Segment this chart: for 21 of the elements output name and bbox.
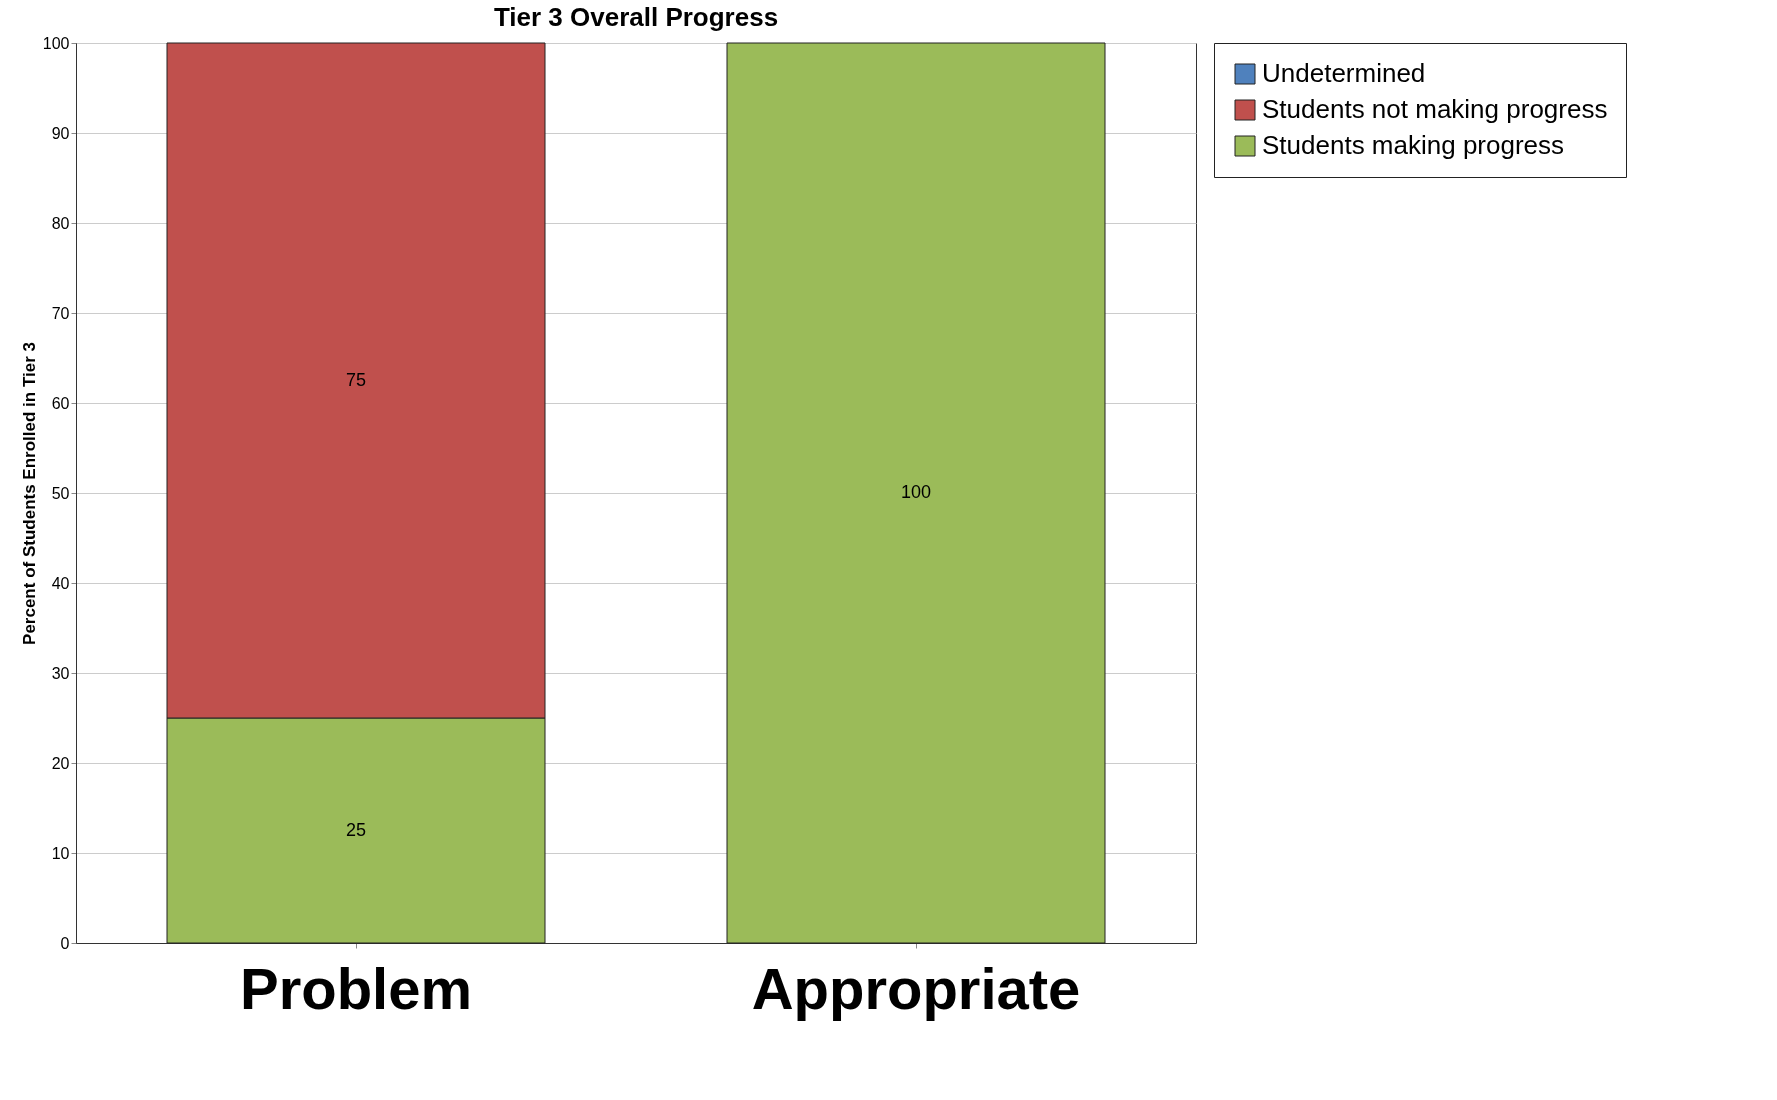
- y-tick-label: 60: [51, 394, 70, 412]
- y-tick-label: 80: [51, 214, 70, 232]
- x-tick-label: Appropriate: [751, 955, 1081, 1021]
- x-tick-label: Problem: [239, 955, 473, 1021]
- y-tick-label: 50: [51, 484, 70, 502]
- y-tick-label: 30: [51, 664, 70, 682]
- data-label: 100: [900, 482, 932, 502]
- chart-title: Tier 3 Overall Progress: [493, 2, 779, 32]
- y-axis-title: Percent of Students Enrolled in Tier 3: [19, 342, 39, 645]
- y-tick-label: 10: [51, 844, 70, 862]
- y-tick-label: 70: [51, 304, 70, 322]
- legend-label: Students making progress: [1262, 130, 1565, 160]
- y-tick-label: 20: [51, 754, 70, 772]
- legend-label: Students not making progress: [1262, 94, 1608, 124]
- legend-label: Undetermined: [1262, 58, 1426, 88]
- data-label: 75: [345, 369, 367, 390]
- y-tick-label: 40: [51, 574, 70, 592]
- data-label: 25: [345, 819, 367, 840]
- y-tick-label: 0: [60, 934, 70, 952]
- y-tick-label: 100: [42, 34, 70, 52]
- y-tick-label: 90: [51, 124, 70, 142]
